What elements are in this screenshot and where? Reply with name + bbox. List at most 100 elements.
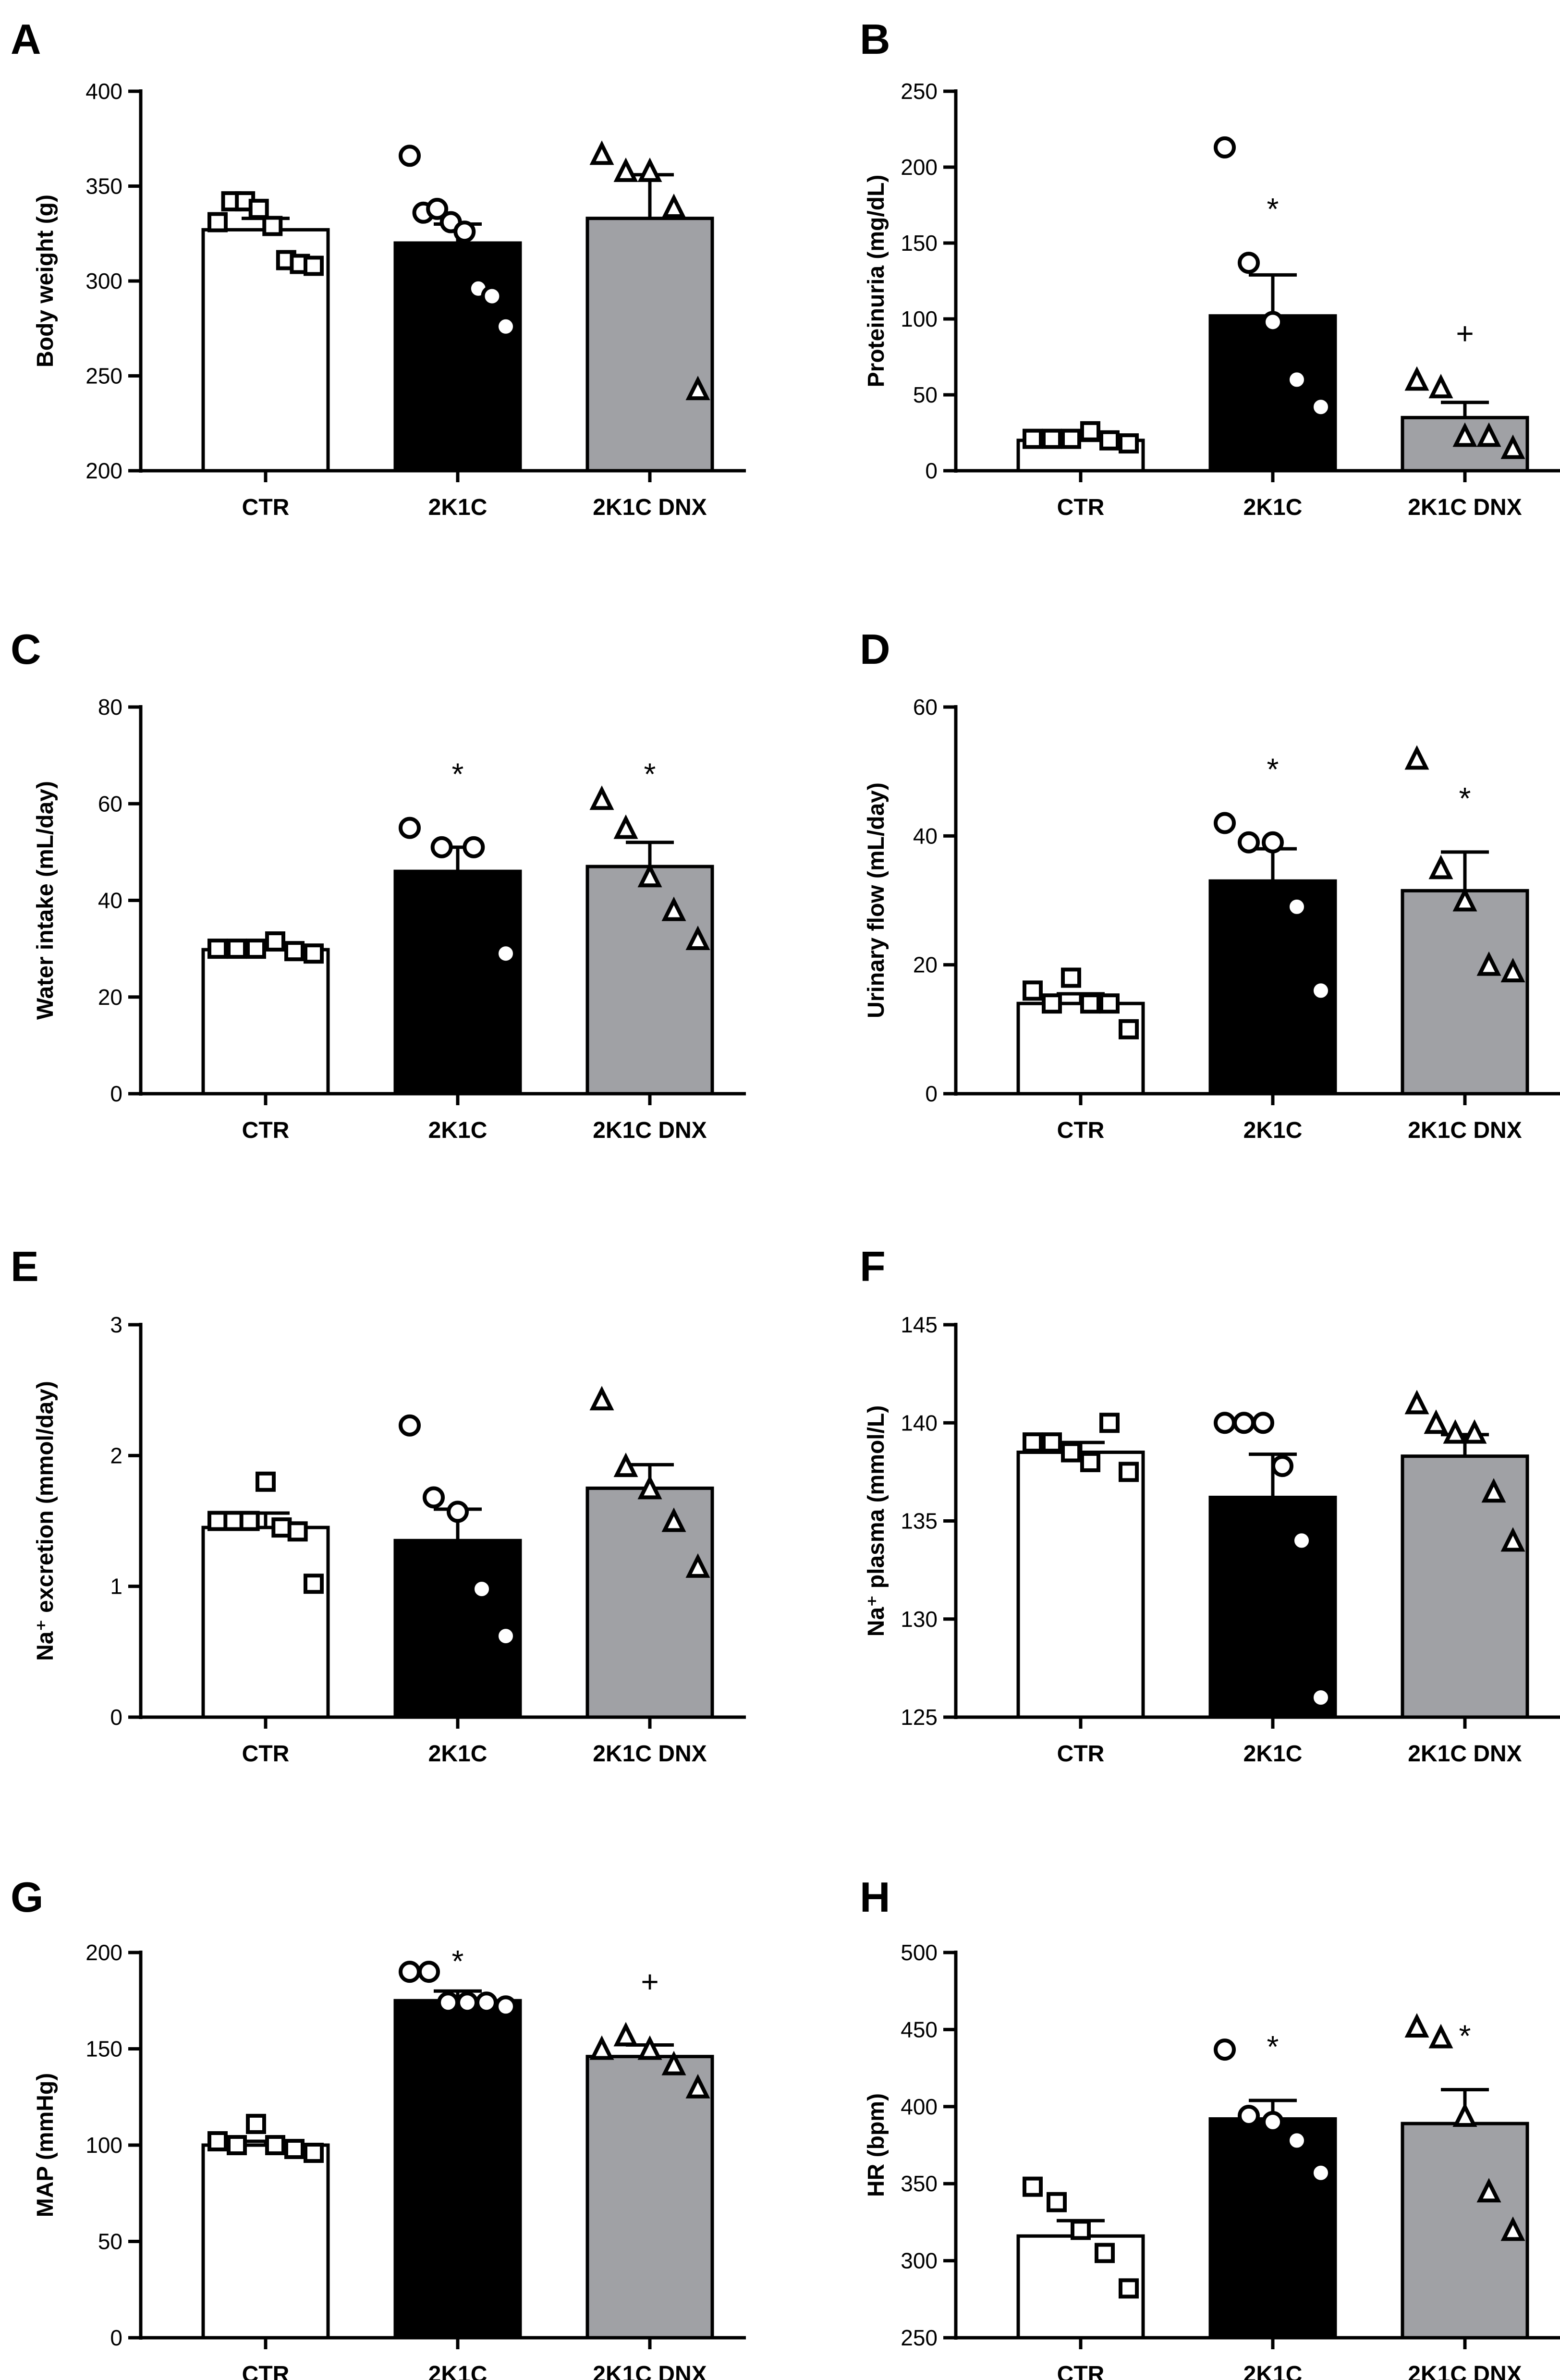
significance-mark: *	[1459, 2019, 1471, 2053]
data-point-ctr	[304, 943, 324, 964]
data-point-ctr	[1119, 1462, 1139, 1482]
y-tick-label: 1	[110, 1574, 122, 1599]
x-category-label: CTR	[242, 2362, 290, 2380]
y-axis-title: Proteinuria (mg/dL)	[864, 175, 889, 388]
data-point-ctr	[287, 1521, 308, 1542]
data-point-2k1c-dnx	[1476, 2178, 1501, 2203]
y-tick-label: 150	[901, 231, 938, 256]
data-point-ctr	[1023, 1432, 1043, 1453]
data-point-2k1c-dnx	[1404, 745, 1429, 770]
data-point-2k1c-dnx	[1452, 887, 1477, 912]
data-point-2k1c	[1238, 2105, 1260, 2127]
panel-letter: A	[11, 15, 41, 63]
data-point-2k1c	[1262, 831, 1284, 854]
x-category-label: 2K1C DNX	[1408, 2362, 1522, 2380]
y-tick-label: 150	[85, 2037, 122, 2062]
data-point-ctr	[304, 256, 324, 276]
data-point-2k1c	[1291, 1529, 1313, 1552]
x-category-label: 2K1C DNX	[593, 2362, 707, 2380]
data-point-2k1c-dnx	[1476, 951, 1501, 976]
data-point-2k1c	[453, 220, 476, 243]
data-point-ctr	[1099, 430, 1120, 451]
data-point-ctr	[248, 198, 269, 219]
data-point-ctr	[304, 2143, 324, 2163]
y-tick-label: 250	[901, 79, 938, 104]
y-tick-label: 0	[110, 1705, 122, 1730]
data-point-2k1c-dnx	[1428, 854, 1453, 879]
y-tick-label: 300	[901, 2248, 938, 2273]
x-category-label: 2K1C DNX	[1408, 1741, 1522, 1767]
y-tick-label: 100	[85, 2133, 122, 2158]
data-point-2k1c-dnx	[1424, 1409, 1449, 1434]
y-axis-title: Body weight (g)	[33, 195, 58, 367]
x-category-label: CTR	[242, 1741, 290, 1767]
data-point-2k1c-dnx	[1500, 434, 1525, 459]
data-point-ctr	[246, 2113, 266, 2134]
data-point-ctr	[1061, 967, 1081, 988]
data-point-2k1c-dnx	[613, 1452, 638, 1477]
y-tick-label: 200	[901, 155, 938, 180]
data-point-2k1c-dnx	[1462, 1419, 1487, 1444]
data-point-ctr	[1099, 993, 1120, 1014]
x-category-label: CTR	[1057, 1118, 1105, 1143]
data-point-2k1c	[423, 1486, 445, 1509]
data-point-2k1c-dnx	[1404, 366, 1429, 391]
data-point-2k1c	[426, 197, 449, 220]
data-point-2k1c	[1214, 2038, 1236, 2061]
panel-letter: B	[860, 15, 890, 63]
x-category-label: CTR	[1057, 495, 1105, 520]
data-point-2k1c	[399, 145, 421, 167]
data-point-2k1c-dnx	[589, 2035, 614, 2060]
data-point-ctr	[227, 939, 247, 959]
data-point-2k1c	[456, 1991, 478, 2014]
x-category-label: 2K1C	[1243, 1741, 1303, 1767]
data-point-2k1c-dnx	[589, 140, 614, 165]
y-tick-label: 200	[85, 1940, 122, 1965]
panel-letter: H	[860, 1873, 890, 1921]
data-point-ctr	[1099, 1413, 1120, 1433]
x-category-label: CTR	[1057, 2362, 1105, 2380]
data-point-ctr	[223, 1511, 244, 1531]
significance-mark: *	[452, 1944, 464, 1978]
data-point-2k1c-dnx	[1404, 1390, 1429, 1415]
data-point-ctr	[1023, 2176, 1043, 2197]
y-tick-label: 2	[110, 1443, 122, 1468]
data-point-2k1c-dnx	[1443, 1419, 1468, 1444]
panel-letter: C	[11, 625, 41, 673]
data-point-2k1c	[1262, 311, 1284, 333]
y-tick-label: 135	[901, 1509, 938, 1534]
data-point-2k1c	[1214, 812, 1236, 834]
data-point-ctr	[256, 1471, 276, 1492]
bar-2k1c-dnx	[585, 865, 714, 1096]
y-tick-label: 400	[901, 2094, 938, 2119]
data-point-ctr	[1042, 993, 1062, 1014]
data-point-ctr	[284, 2139, 305, 2160]
y-axis-title: HR (bpm)	[864, 2093, 889, 2197]
y-tick-label: 145	[901, 1312, 938, 1337]
chart-panel-e: E 0 1 2 3 Na⁺ excretion (mmol/day) CTR 2K1C 2K1C…	[11, 1243, 746, 1767]
data-point-ctr	[1023, 428, 1043, 449]
data-point-2k1c-dnx	[1476, 422, 1501, 447]
data-point-ctr	[304, 1574, 324, 1594]
chart-panel-f: F 125 130 135 140 145 Na⁺ plasma (mmol/L) CTR 2K…	[860, 1243, 1560, 1767]
data-point-2k1c	[475, 1991, 498, 2014]
data-point-2k1c-dnx	[589, 1386, 614, 1411]
y-tick-label: 350	[85, 174, 122, 199]
x-category-label: 2K1C DNX	[1408, 1118, 1522, 1143]
data-point-ctr	[1080, 993, 1100, 1014]
y-tick-label: 40	[913, 823, 938, 848]
data-point-ctr	[262, 216, 283, 236]
panel-letter: E	[11, 1243, 39, 1290]
chart-panel-g: G 0 50 100 150 200 MAP (mmHg) CTR 2K1C * 2K1C DNX +	[11, 1873, 746, 2380]
y-tick-label: 50	[913, 382, 938, 407]
data-point-2k1c-dnx	[613, 157, 638, 182]
data-point-ctr	[265, 931, 285, 952]
data-point-2k1c-dnx	[1500, 958, 1525, 983]
data-point-ctr	[1080, 421, 1100, 441]
data-point-ctr	[1119, 1019, 1139, 1039]
y-tick-label: 0	[925, 1081, 938, 1106]
bar-ctr	[201, 1526, 330, 1719]
x-category-label: 2K1C	[1243, 495, 1303, 520]
y-axis-title: Urinary flow (mL/day)	[864, 782, 889, 1018]
